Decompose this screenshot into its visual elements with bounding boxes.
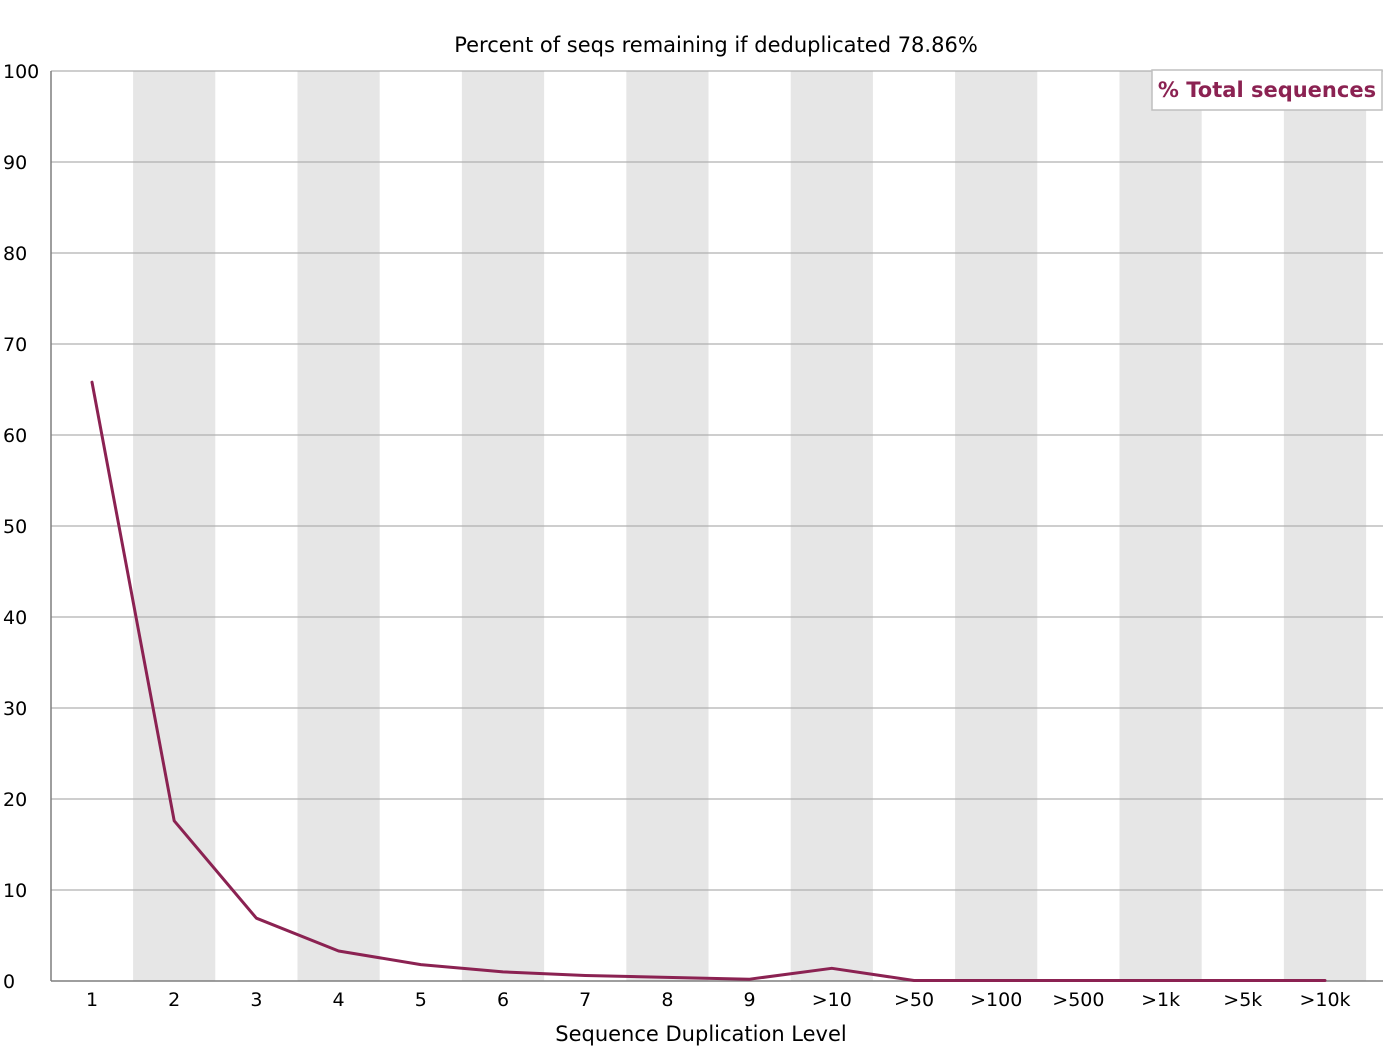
y-tick-label-80: 80 [3, 243, 27, 265]
y-tick-labels: 0 10 20 30 40 50 60 70 80 90 100 [3, 61, 39, 993]
y-tick-label-30: 30 [3, 698, 27, 720]
series-line-0 [90, 380, 1327, 982]
y-tick-label-10: 10 [3, 880, 27, 902]
y-tick-label-40: 40 [3, 607, 27, 629]
x-axis-label: Sequence Duplication Level [555, 1022, 847, 1046]
horizontal-gridlines [51, 70, 1383, 891]
x-tick-label-6: 7 [579, 989, 591, 1011]
x-tick-label-0: 1 [86, 989, 98, 1011]
legend-label-total-sequences: % Total sequences [1158, 78, 1376, 102]
x-tick-label-13: >1k [1141, 989, 1180, 1011]
x-tick-label-2: 3 [250, 989, 262, 1011]
x-tick-label-4: 5 [415, 989, 427, 1011]
x-tick-label-10: >50 [894, 989, 934, 1011]
x-tick-label-3: 4 [333, 989, 345, 1011]
x-tick-label-9: >10 [812, 989, 852, 1011]
y-tick-label-20: 20 [3, 789, 27, 811]
series-lines [90, 380, 1327, 982]
x-tick-labels: 1 2 3 4 5 6 7 8 9 >10 >50 >100 >500 >1k >5k >10k [86, 989, 1351, 1011]
x-tick-label-5: 6 [497, 989, 509, 1011]
x-tick-label-7: 8 [661, 989, 673, 1011]
x-tick-label-11: >100 [970, 989, 1022, 1011]
chart-title: Percent of seqs remaining if deduplicate… [454, 33, 978, 57]
y-tick-label-90: 90 [3, 152, 27, 174]
y-tick-label-0: 0 [3, 971, 15, 993]
x-tick-label-12: >500 [1052, 989, 1104, 1011]
legend-box [1151, 69, 1383, 111]
x-tick-label-8: 9 [744, 989, 756, 1011]
y-tick-label-100: 100 [3, 61, 39, 83]
x-tick-label-15: >10k [1299, 989, 1350, 1011]
y-tick-label-70: 70 [3, 334, 27, 356]
x-tick-label-1: 2 [168, 989, 180, 1011]
x-tick-label-14: >5k [1223, 989, 1262, 1011]
y-tick-label-50: 50 [3, 516, 27, 538]
y-tick-label-60: 60 [3, 425, 27, 447]
legend: % Total sequences [1151, 69, 1383, 111]
